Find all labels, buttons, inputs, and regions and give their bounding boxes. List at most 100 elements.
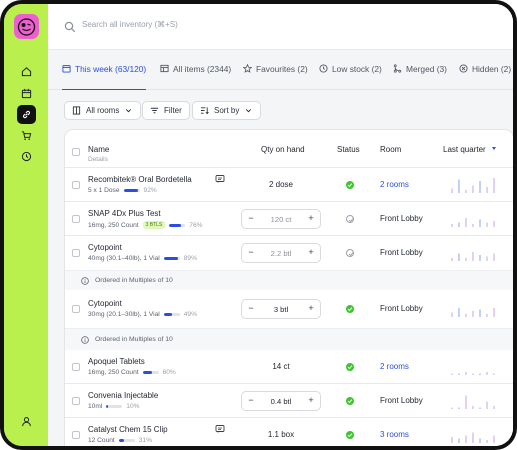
product-name[interactable]: Catalyst Chem 15 Clip [88, 425, 168, 434]
search-bar[interactable]: Search all inventory (⌘+S) [48, 4, 513, 50]
table-row[interactable]: Recombitek® Oral Bordetella 5 x 1 Dose 92%… [65, 168, 513, 202]
quantity-value[interactable]: 2.2 btl [270, 249, 292, 258]
quantity-value[interactable]: 120 ct [270, 215, 292, 224]
stock-level-bar [106, 405, 123, 408]
quantity-stepper[interactable]: − 3 btl + [241, 299, 321, 319]
sort-dropdown[interactable]: Sort by [192, 101, 262, 120]
comment-icon[interactable] [215, 424, 225, 434]
status-ok-icon [346, 305, 354, 313]
quantity-value[interactable]: 0.4 btl [270, 397, 292, 406]
nav-cart[interactable] [17, 126, 36, 145]
quantity-value: 1.1 box [267, 430, 295, 439]
decrement-button[interactable]: − [248, 303, 254, 313]
stock-level-bar [163, 313, 180, 316]
nav-links[interactable] [17, 105, 36, 124]
tab-low-stock[interactable]: Low stock (2) [319, 64, 382, 90]
room-link[interactable]: 2 rooms [380, 362, 409, 371]
increment-button[interactable]: + [308, 395, 314, 405]
header-status[interactable]: Status [337, 145, 360, 154]
filter-button[interactable]: Filter [142, 101, 190, 120]
product-name[interactable]: SNAP 4Dx Plus Test [88, 209, 161, 218]
status-ok-icon [346, 431, 354, 439]
room-link[interactable]: 2 rooms [380, 180, 409, 189]
increment-button[interactable]: + [308, 247, 314, 257]
product-name[interactable]: Apoquel Tablets [88, 357, 145, 366]
table-row[interactable]: Apoquel Tablets 16mg, 250 Count 60% 14 ct 2 … [65, 350, 513, 384]
usage-sparkline [451, 252, 495, 261]
stock-percent: 76% [189, 221, 203, 229]
header-name[interactable]: Name [88, 145, 110, 154]
clock-icon [319, 64, 328, 73]
row-checkbox[interactable] [72, 363, 80, 371]
tab-label: Favourites (2) [256, 64, 308, 74]
increment-button[interactable]: + [308, 213, 314, 223]
stock-level-fill [163, 313, 172, 316]
stock-percent: 31% [138, 437, 152, 444]
tab-label: Hidden (2) [472, 64, 512, 74]
decrement-button[interactable]: − [248, 213, 254, 223]
nav-calendar[interactable] [17, 84, 36, 103]
product-name[interactable]: Recombitek® Oral Bordetella [88, 175, 192, 184]
period-caret-icon[interactable] [492, 147, 496, 150]
quantity-stepper[interactable]: − 120 ct + [241, 209, 321, 229]
product-name[interactable]: Cytopoint [88, 243, 122, 252]
product-name[interactable]: Cytopoint [88, 299, 122, 308]
usage-sparkline [451, 308, 495, 317]
tab-this-week[interactable]: This week (63/120) [62, 64, 147, 90]
table-row[interactable]: SNAP 4Dx Plus Test 16mg, 250 Count 3 BTLS 7… [65, 202, 513, 236]
row-checkbox[interactable] [72, 215, 80, 223]
stock-level-fill [106, 405, 108, 408]
quantity-value[interactable]: 3 btl [273, 305, 289, 314]
count-tag: 3 BTLS [142, 221, 166, 229]
row-checkbox[interactable] [72, 431, 80, 439]
increment-button[interactable]: + [308, 303, 314, 313]
quantity-stepper[interactable]: − 2.2 btl + [241, 243, 321, 263]
note-add-icon[interactable] [215, 174, 225, 184]
main-content: Search all inventory (⌘+S) This week (63… [48, 4, 513, 446]
tab-hidden[interactable]: Hidden (2) [459, 64, 511, 90]
quantity-stepper[interactable]: − 0.4 btl + [241, 391, 321, 411]
product-details: 12 Count 31% [88, 437, 152, 444]
status-ok-icon [346, 397, 354, 405]
select-all-checkbox[interactable] [72, 148, 80, 156]
rooms-dropdown[interactable]: All rooms [64, 101, 142, 120]
app-window: Search all inventory (⌘+S) This week (63… [4, 4, 513, 446]
nav-history[interactable] [17, 147, 36, 166]
tab-all-items[interactable]: All items (2344) [160, 64, 231, 90]
room-link[interactable]: 3 rooms [380, 430, 409, 439]
cart-icon [21, 131, 32, 140]
sort-icon [200, 107, 209, 115]
chevron-down-icon [126, 109, 132, 113]
nav-home[interactable] [17, 62, 36, 81]
room-name: Front Lobby [380, 214, 423, 223]
decrement-button[interactable]: − [248, 395, 254, 405]
header-qty[interactable]: Qty on hand [261, 145, 305, 154]
product-details: 40mg (30.1–40lb), 1 Vial 89% [88, 255, 197, 262]
tab-label: This week (63/120) [75, 64, 147, 74]
filter-icon [150, 107, 159, 114]
row-checkbox[interactable] [72, 397, 80, 405]
room-icon [72, 106, 81, 115]
tab-merged[interactable]: Merged (3) [393, 64, 447, 90]
product-name[interactable]: Convenia Injectable [88, 391, 159, 400]
tab-label: All items (2344) [173, 64, 232, 74]
app-logo[interactable] [14, 14, 39, 39]
row-checkbox[interactable] [72, 181, 80, 189]
table-row[interactable]: Cytopoint 40mg (30.1–40lb), 1 Vial 89% − 2.2… [65, 236, 513, 290]
sort-label: Sort by [214, 106, 240, 115]
stock-level-bar [123, 189, 140, 192]
decrement-button[interactable]: − [248, 247, 254, 257]
info-icon [81, 336, 89, 344]
header-room[interactable]: Room [380, 145, 402, 154]
tab-favourites[interactable]: Favourites (2) [243, 64, 308, 90]
header-period[interactable]: Last quarter [443, 145, 486, 154]
details-text: 16mg, 250 Count [88, 369, 139, 376]
table-row[interactable]: Cytopoint 30mg (20.1–30lb), 1 Vial 49% − 3 b… [65, 290, 513, 350]
table-row[interactable]: Catalyst Chem 15 Clip 12 Count 31% 1.1 box 3… [65, 418, 513, 446]
details-text: 40mg (30.1–40lb), 1 Vial [88, 255, 160, 262]
nav-profile[interactable] [17, 412, 36, 431]
row-checkbox[interactable] [72, 305, 80, 313]
search-input[interactable]: Search all inventory (⌘+S) [82, 20, 178, 29]
row-checkbox[interactable] [72, 249, 80, 257]
table-row[interactable]: Convenia Injectable 10ml 10% − 0.4 btl + Front… [65, 384, 513, 418]
